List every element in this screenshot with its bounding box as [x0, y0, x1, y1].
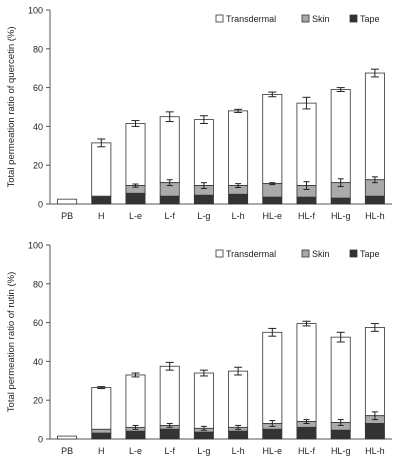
bar-tape — [331, 430, 350, 439]
y-tick-label: 100 — [28, 241, 43, 251]
x-tick-label: L-e — [129, 446, 142, 456]
bar-transdermal — [58, 199, 77, 204]
bar-tape — [229, 194, 248, 204]
legend-label-transdermal: Transdermal — [226, 14, 276, 24]
bar-tape — [92, 433, 111, 439]
bar-tape — [126, 193, 145, 204]
bar-transdermal — [92, 388, 111, 430]
y-axis-label: Total permeation ratio of rutin (%) — [6, 272, 17, 412]
x-tick-label: HL-e — [263, 446, 283, 456]
legend-label-skin: Skin — [312, 14, 330, 24]
x-tick-label: H — [98, 211, 105, 221]
x-tick-label: PB — [61, 211, 73, 221]
bar-transdermal — [297, 103, 316, 185]
bar-tape — [263, 197, 282, 204]
bar-tape — [365, 196, 384, 204]
y-tick-label: 100 — [28, 6, 43, 16]
bar-tape — [263, 429, 282, 439]
y-tick-label: 20 — [33, 161, 43, 171]
legend-swatch-skin — [302, 15, 309, 22]
bar-tape — [331, 198, 350, 204]
bar-tape — [297, 197, 316, 204]
x-tick-label: L-h — [232, 446, 245, 456]
bar-transdermal — [331, 90, 350, 183]
x-tick-label: H — [98, 446, 105, 456]
x-tick-label: HL-f — [298, 446, 316, 456]
y-tick-label: 80 — [33, 44, 43, 54]
bar-transdermal — [194, 120, 213, 186]
bar-transdermal — [58, 436, 77, 439]
x-tick-label: L-e — [129, 211, 142, 221]
bar-transdermal — [229, 111, 248, 186]
legend-label-tape: Tape — [360, 249, 380, 259]
bar-tape — [194, 432, 213, 439]
bar-tape — [126, 431, 145, 439]
legend-swatch-skin — [302, 250, 309, 257]
bar-tape — [365, 423, 384, 439]
bar-transdermal — [126, 375, 145, 427]
y-tick-label: 40 — [33, 122, 43, 132]
bar-tape — [297, 427, 316, 439]
bar-transdermal — [160, 117, 179, 183]
bar-tape — [229, 431, 248, 439]
bar-transdermal — [229, 371, 248, 427]
y-tick-label: 0 — [38, 200, 43, 210]
legend-label-tape: Tape — [360, 14, 380, 24]
x-tick-label: HL-h — [365, 211, 385, 221]
bar-transdermal — [92, 143, 111, 196]
bar-transdermal — [194, 373, 213, 428]
x-tick-label: HL-e — [263, 211, 283, 221]
legend-label-transdermal: Transdermal — [226, 249, 276, 259]
bar-tape — [160, 196, 179, 204]
x-tick-label: L-f — [164, 211, 175, 221]
y-tick-label: 40 — [33, 357, 43, 367]
bar-tape — [160, 429, 179, 439]
x-tick-label: HL-h — [365, 446, 385, 456]
x-tick-label: HL-f — [298, 211, 316, 221]
bar-transdermal — [126, 123, 145, 185]
y-tick-label: 60 — [33, 83, 43, 93]
x-tick-label: L-h — [232, 211, 245, 221]
legend-label-skin: Skin — [312, 249, 330, 259]
y-tick-label: 60 — [33, 318, 43, 328]
bar-tape — [194, 195, 213, 204]
y-tick-label: 0 — [38, 435, 43, 445]
x-tick-label: L-g — [197, 446, 210, 456]
x-tick-label: PB — [61, 446, 73, 456]
x-tick-label: L-f — [164, 446, 175, 456]
rutin-chart: 0 20 40 60 80 100 Total permeation ratio of ru… — [6, 241, 392, 457]
legend-swatch-transdermal — [216, 250, 223, 257]
y-axis-label: Total permeation ratio of quercetin (%) — [6, 26, 17, 187]
x-tick-label: HL-g — [331, 446, 351, 456]
x-tick-label: HL-g — [331, 211, 351, 221]
x-tick-label: L-g — [197, 211, 210, 221]
legend-swatch-transdermal — [216, 15, 223, 22]
quercetin-chart: 0 20 40 60 80 100 Total permeation ratio of qu… — [6, 6, 392, 222]
legend-swatch-tape — [350, 250, 357, 257]
bar-transdermal — [297, 324, 316, 422]
y-tick-label: 80 — [33, 279, 43, 289]
bar-transdermal — [331, 337, 350, 422]
bar-transdermal — [365, 327, 384, 415]
bar-tape — [92, 197, 111, 204]
bar-transdermal — [263, 332, 282, 423]
bar-transdermal — [160, 366, 179, 425]
bar-transdermal — [263, 94, 282, 183]
bar-skin — [263, 184, 282, 198]
legend-swatch-tape — [350, 15, 357, 22]
y-tick-label: 20 — [33, 396, 43, 406]
bar-skin — [92, 429, 111, 433]
bar-transdermal — [365, 73, 384, 180]
